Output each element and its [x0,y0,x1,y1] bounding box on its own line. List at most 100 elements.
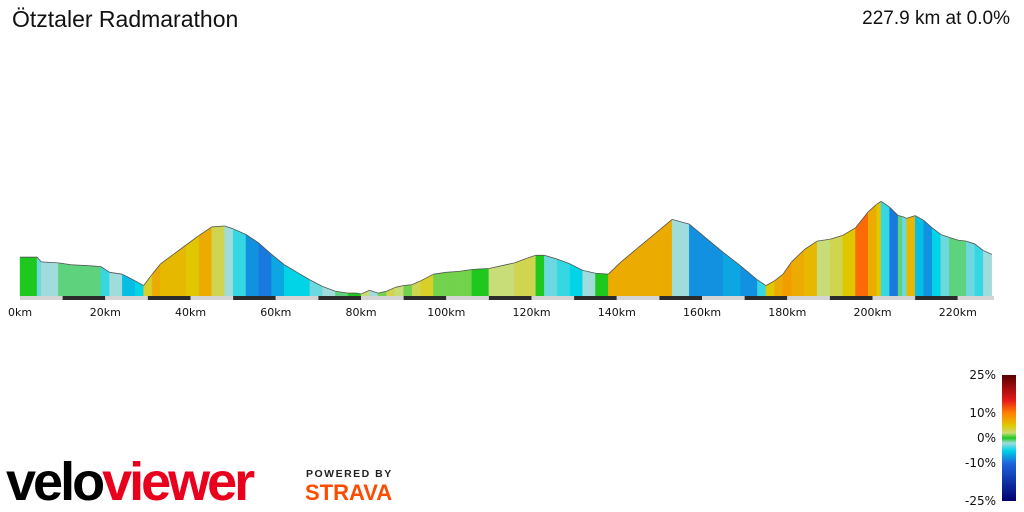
gradient-scale-label: 25% [969,368,996,382]
profile-outline [458,269,472,272]
profile-segment [284,264,298,297]
profile-outline [957,239,967,242]
profile-segment [527,255,536,297]
profile-segment [829,235,843,297]
profile-segment [488,265,502,297]
profile-outline [740,265,758,281]
baseband-segment [318,296,362,300]
profile-outline [335,290,349,294]
profile-segment [271,253,285,297]
profile-outline [906,215,916,219]
profile-outline [501,262,515,267]
profile-outline [966,240,975,245]
baseband-segment [446,296,489,300]
profile-outline [923,219,933,229]
profile-outline [186,235,200,246]
profile-outline [271,254,285,266]
profile-outline [974,243,984,251]
x-tick-label: 180km [768,306,806,319]
profile-segment [868,203,877,297]
profile-segment [322,286,336,297]
x-tick-label: 40km [175,306,206,319]
baseband-segment [702,296,745,300]
profile-outline [582,270,596,274]
profile-segment [740,265,758,297]
profile-segment [309,279,323,297]
profile-outline [902,216,907,219]
profile-outline [395,285,404,288]
profile-outline [369,289,379,294]
profile-segment [211,225,225,297]
profile-segment [671,219,690,297]
baseband-segment [616,296,660,300]
profile-segment [386,287,396,297]
profile-outline [898,215,903,217]
profile-outline [420,273,434,282]
baseband-segment [829,296,873,300]
profile-outline [556,258,571,265]
profile-segment [654,218,673,297]
profile-outline [595,272,609,275]
gradient-scale-bar [1002,375,1016,501]
profile-outline [173,244,187,255]
veloviewer-logo: veloviewer [6,452,255,512]
profile-segment [544,255,558,297]
baseband-segment [275,296,319,300]
profile-outline [377,290,387,294]
profile-outline [245,234,259,244]
profile-segment [458,269,473,297]
baseband-segment [62,296,106,300]
profile-outline [100,266,110,273]
gradient-color-scale: 25% 10% 0% -10% -25% [965,368,1016,508]
profile-outline [757,279,767,286]
profile-outline [356,292,362,295]
profile-outline [360,289,370,295]
x-tick-label: 0km [8,306,32,319]
profile-segments [19,201,993,297]
profile-outline [949,236,958,241]
profile-segment [782,261,792,297]
profile-segment [70,264,89,297]
profile-segment [595,273,609,297]
profile-outline [403,284,413,286]
profile-segment [58,262,72,297]
profile-outline [36,256,42,263]
baseband-segment [488,296,532,300]
x-tick-label: 120km [512,306,550,319]
profile-outline [309,279,323,287]
profile-outline [880,201,890,208]
profile-outline [607,261,622,275]
profile-segment [966,240,976,297]
profile-outline [914,215,924,221]
baseband-segment [147,296,191,300]
profile-outline [514,257,528,264]
profile-segment [706,237,724,297]
profile-segment [902,216,907,297]
x-tick-label: 220km [939,306,977,319]
profile-outline [842,227,856,236]
profile-outline [322,286,336,292]
profile-segment [931,227,941,297]
baseband-segment [105,296,148,300]
profile-segment [974,243,984,297]
baseband-segment [787,296,830,300]
profile-outline [637,233,656,249]
profile-outline [224,225,234,230]
profile-segment [816,238,831,297]
profile-outline [211,225,225,228]
profile-outline [258,242,272,255]
profile-segment [88,265,102,297]
profile-segment [19,256,38,297]
powered-by-label: POWERED BY [306,468,393,480]
profile-segment [160,253,174,297]
profile-segment [940,234,950,297]
profile-segment [501,262,515,297]
profile-segment [224,225,234,297]
profile-segment [914,215,924,297]
x-tick-label: 100km [427,306,465,319]
baseband-segment [957,296,994,300]
profile-outline [143,273,153,286]
profile-outline [386,287,396,292]
profile-segment [556,258,571,297]
profile-segment [232,228,247,297]
